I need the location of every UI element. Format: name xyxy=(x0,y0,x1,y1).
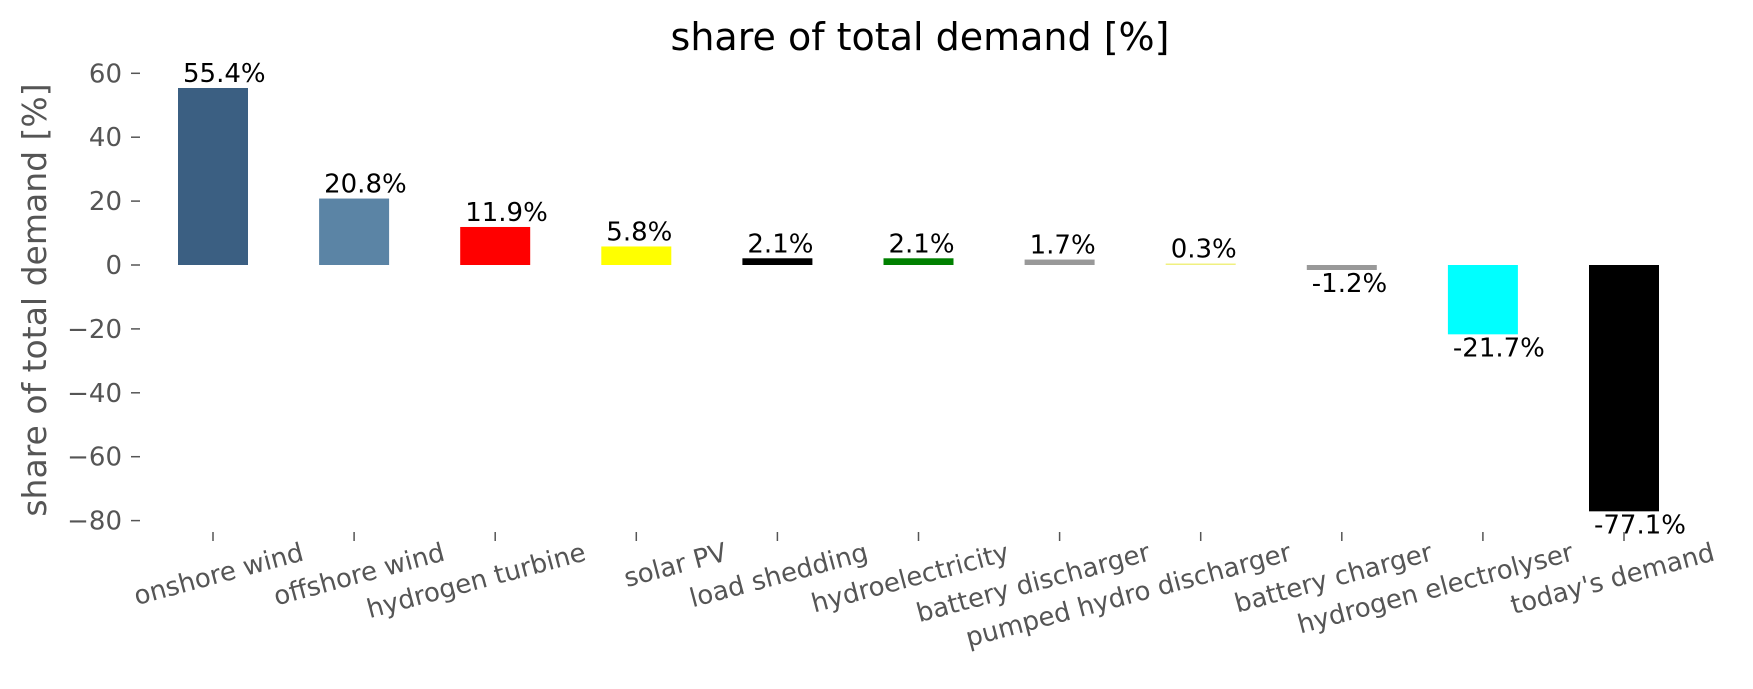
bar xyxy=(460,226,531,265)
bar xyxy=(1024,259,1095,265)
data-label: 0.3% xyxy=(1171,235,1237,265)
data-label: 1.7% xyxy=(1030,231,1096,261)
data-label: 11.9% xyxy=(465,198,548,228)
data-label: 5.8% xyxy=(606,217,672,247)
data-labels: 55.4% 20.8% 11.9% 5.8% 2.1% 2.1% 1.7% 0.3% -1.2%… xyxy=(183,59,1686,540)
bar xyxy=(1306,265,1377,270)
y-tick-label: −80 xyxy=(67,507,122,537)
bar xyxy=(601,246,672,265)
chart-title: share of total demand [%] xyxy=(671,15,1170,59)
bar xyxy=(1165,263,1236,265)
y-tick-label: 0 xyxy=(105,251,122,281)
y-tick-label: −40 xyxy=(67,379,122,409)
data-label: 55.4% xyxy=(183,59,266,89)
data-label: -21.7% xyxy=(1453,333,1545,363)
bar xyxy=(319,198,390,265)
bar xyxy=(1589,265,1659,512)
y-tick-label: −60 xyxy=(67,443,122,473)
data-label: 2.1% xyxy=(747,229,813,259)
y-axis: 60 40 20 0 −20 −40 −60 −80 xyxy=(67,59,140,537)
y-tick-label: 40 xyxy=(89,123,122,153)
data-label: -1.2% xyxy=(1312,269,1387,299)
y-axis-label: share of total demand [%] xyxy=(15,83,54,516)
data-label: -77.1% xyxy=(1594,510,1686,540)
data-label: 20.8% xyxy=(324,170,407,200)
bar xyxy=(883,258,954,265)
bar xyxy=(178,87,248,265)
y-tick-label: −20 xyxy=(67,315,122,345)
y-tick-label: 20 xyxy=(89,187,122,217)
bar xyxy=(742,258,813,265)
y-tick-label: 60 xyxy=(89,59,122,89)
bar xyxy=(1447,265,1518,335)
bars xyxy=(178,87,1659,512)
data-label: 2.1% xyxy=(889,229,955,259)
